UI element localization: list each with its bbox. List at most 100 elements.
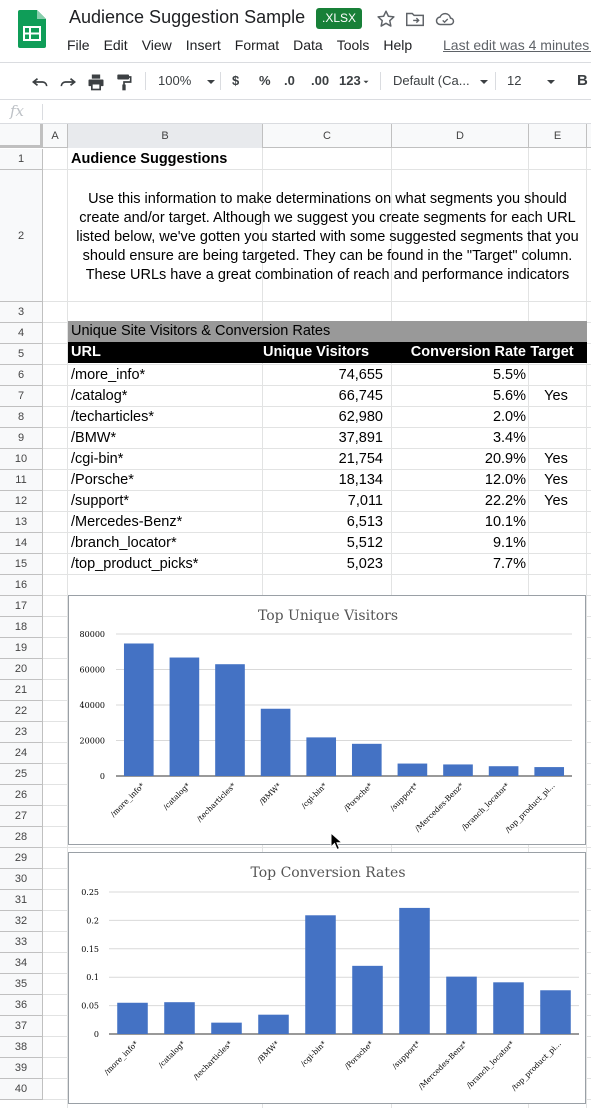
- header-url[interactable]: URL: [71, 344, 101, 360]
- row-header[interactable]: 29: [0, 848, 43, 869]
- folder-move-icon[interactable]: [404, 8, 426, 30]
- url-cell[interactable]: /cgi-bin*: [71, 451, 124, 467]
- increase-decimal-button[interactable]: .00: [311, 73, 330, 88]
- row-header[interactable]: 26: [0, 785, 43, 806]
- menu-file[interactable]: File: [67, 37, 90, 53]
- formula-input[interactable]: [50, 100, 580, 124]
- url-cell[interactable]: /support*: [71, 493, 130, 509]
- visitors-cell[interactable]: 7,011: [347, 493, 383, 509]
- zoom-select[interactable]: 100%: [158, 63, 219, 99]
- column-header-b[interactable]: B: [68, 124, 263, 148]
- visitors-cell[interactable]: 37,891: [338, 430, 383, 446]
- column-header-c[interactable]: C: [263, 124, 392, 148]
- url-cell[interactable]: /branch_locator*: [71, 535, 177, 551]
- rate-cell[interactable]: 3.4%: [492, 430, 526, 446]
- last-edit-link[interactable]: Last edit was 4 minutes ago: [443, 37, 591, 53]
- url-cell[interactable]: /more_info*: [71, 367, 146, 383]
- rate-cell[interactable]: 9.1%: [492, 535, 526, 551]
- row-header[interactable]: 40: [0, 1079, 43, 1100]
- url-cell[interactable]: /BMW*: [71, 430, 117, 446]
- row-header[interactable]: 16: [0, 575, 43, 596]
- column-header-a[interactable]: A: [43, 124, 68, 148]
- visitors-cell[interactable]: 74,655: [338, 367, 383, 383]
- url-cell[interactable]: /Mercedes-Benz*: [71, 514, 183, 530]
- row-header[interactable]: 36: [0, 995, 43, 1016]
- url-cell[interactable]: /catalog*: [71, 388, 128, 404]
- row-header[interactable]: 14: [0, 533, 43, 554]
- menu-format[interactable]: Format: [234, 37, 280, 53]
- row-header[interactable]: 1: [0, 149, 43, 170]
- row-header[interactable]: 21: [0, 680, 43, 701]
- target-cell[interactable]: [529, 407, 583, 428]
- table-title[interactable]: Unique Site Visitors & Conversion Rates: [71, 323, 331, 339]
- font-select[interactable]: Default (Ca...: [393, 63, 492, 99]
- column-header-e[interactable]: E: [529, 124, 587, 148]
- target-cell[interactable]: [529, 365, 583, 386]
- visitors-cell[interactable]: 18,134: [338, 472, 383, 488]
- cloud-status-icon[interactable]: [434, 8, 456, 30]
- row-header[interactable]: 2: [0, 170, 43, 302]
- row-header[interactable]: 3: [0, 302, 43, 323]
- decrease-decimal-button[interactable]: .0: [284, 73, 295, 88]
- font-size-select[interactable]: 12: [507, 63, 559, 99]
- row-header[interactable]: 19: [0, 638, 43, 659]
- row-header[interactable]: 15: [0, 554, 43, 575]
- row-header[interactable]: 8: [0, 407, 43, 428]
- star-icon[interactable]: [375, 8, 397, 30]
- column-header-d[interactable]: D: [392, 124, 529, 148]
- row-header[interactable]: 5: [0, 344, 43, 365]
- row-header[interactable]: 18: [0, 617, 43, 638]
- row-header[interactable]: 37: [0, 1016, 43, 1037]
- rate-cell[interactable]: 10.1%: [484, 514, 526, 530]
- row-header[interactable]: 7: [0, 386, 43, 407]
- row-header[interactable]: 30: [0, 869, 43, 890]
- rate-cell[interactable]: 5.5%: [492, 367, 526, 383]
- row-header[interactable]: 10: [0, 449, 43, 470]
- target-cell[interactable]: Yes: [544, 388, 568, 404]
- visitors-cell[interactable]: 6,513: [346, 514, 383, 530]
- menu-data[interactable]: Data: [293, 37, 323, 53]
- row-header[interactable]: 23: [0, 722, 43, 743]
- row-header[interactable]: 28: [0, 827, 43, 848]
- sheet-title[interactable]: Audience Suggestions: [71, 151, 228, 167]
- row-header[interactable]: 31: [0, 890, 43, 911]
- row-header[interactable]: 9: [0, 428, 43, 449]
- row-header[interactable]: 33: [0, 932, 43, 953]
- target-cell[interactable]: Yes: [544, 493, 568, 509]
- row-header[interactable]: 25: [0, 764, 43, 785]
- menu-edit[interactable]: Edit: [103, 37, 128, 53]
- target-cell[interactable]: [529, 554, 583, 575]
- row-header[interactable]: 11: [0, 470, 43, 491]
- row-header[interactable]: 24: [0, 743, 43, 764]
- visitors-cell[interactable]: 5,512: [346, 535, 383, 551]
- rate-cell[interactable]: 22.2%: [484, 493, 526, 509]
- visitors-cell[interactable]: 62,980: [338, 409, 383, 425]
- select-all-corner[interactable]: [0, 124, 43, 148]
- row-header[interactable]: 4: [0, 323, 43, 344]
- target-cell[interactable]: [529, 512, 583, 533]
- conversion-rates-chart[interactable]: Top Conversion Rates 0 0.05 0.1 0.15 0.2 0.25 /…: [68, 852, 586, 1104]
- visitors-cell[interactable]: 21,754: [338, 451, 383, 467]
- row-header[interactable]: 39: [0, 1058, 43, 1079]
- percent-button[interactable]: %: [259, 73, 271, 88]
- row-header[interactable]: 35: [0, 974, 43, 995]
- url-cell[interactable]: /top_product_picks*: [71, 556, 199, 572]
- bold-button[interactable]: B: [577, 72, 588, 89]
- target-cell[interactable]: Yes: [544, 451, 568, 467]
- more-formats-button[interactable]: 123: [339, 63, 371, 99]
- target-cell[interactable]: Yes: [544, 472, 568, 488]
- unique-visitors-chart[interactable]: Top Unique Visitors 0 20000 40000 60000 80000…: [68, 595, 586, 845]
- rate-cell[interactable]: 7.7%: [492, 556, 526, 572]
- header-unique-visitors[interactable]: Unique Visitors: [263, 344, 369, 360]
- menu-insert[interactable]: Insert: [185, 37, 221, 53]
- row-header[interactable]: 12: [0, 491, 43, 512]
- rate-cell[interactable]: 2.0%: [492, 409, 526, 425]
- menu-tools[interactable]: Tools: [336, 37, 370, 53]
- instructions-paragraph[interactable]: Use this information to make determinati…: [76, 190, 579, 283]
- row-header[interactable]: 20: [0, 659, 43, 680]
- row-header[interactable]: 17: [0, 596, 43, 617]
- menu-view[interactable]: View: [141, 37, 172, 53]
- header-target[interactable]: Target: [530, 344, 574, 360]
- rate-cell[interactable]: 12.0%: [484, 472, 526, 488]
- row-header[interactable]: 34: [0, 953, 43, 974]
